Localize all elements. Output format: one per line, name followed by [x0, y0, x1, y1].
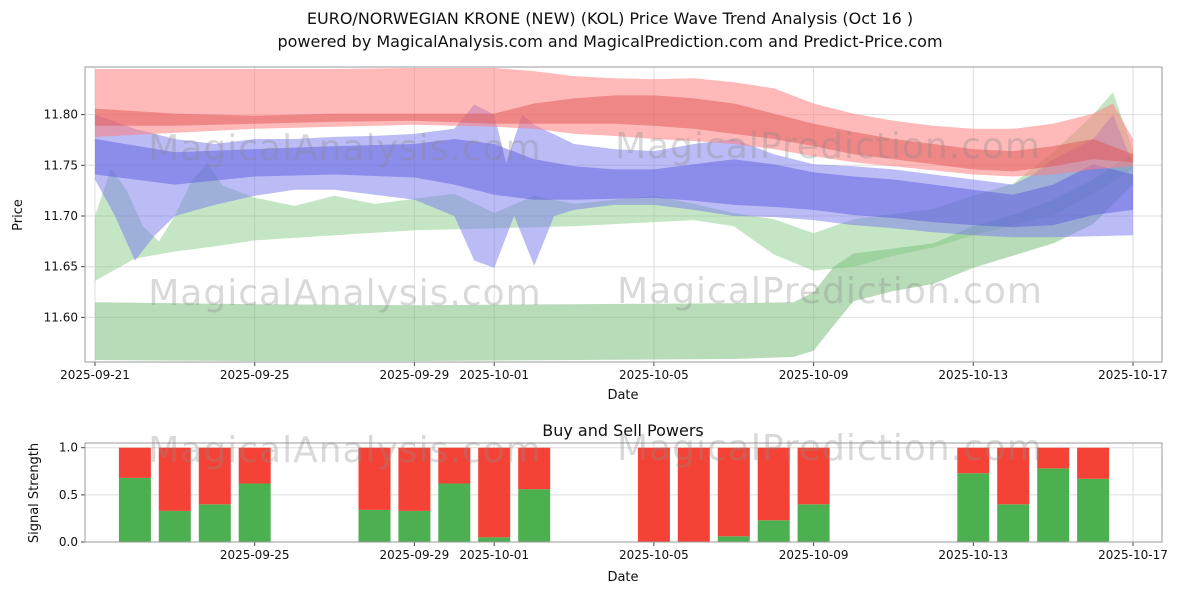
price-y-tick-label: 11.80 — [44, 108, 78, 122]
bar-buy-2025-09-25 — [238, 483, 271, 542]
power-x-tick-label: 2025-10-17 — [1098, 548, 1168, 562]
watermark-prediction-3: MagicalPrediction.com — [617, 428, 1043, 469]
price-y-axis-label: Price — [11, 199, 26, 231]
bar-sell-2025-10-01 — [478, 447, 511, 538]
power-y-axis-label: Signal Strength — [27, 443, 42, 543]
band-blue-inner — [95, 139, 1133, 228]
price-x-tick-label: 2025-10-17 — [1098, 368, 1168, 382]
price-x-tick-label: 2025-09-25 — [220, 368, 290, 382]
price-x-tick-label: 2025-10-13 — [938, 368, 1008, 382]
bar-sell-2025-10-16 — [1077, 447, 1110, 479]
bar-sell-2025-09-23 — [158, 447, 191, 511]
bar-sell-2025-09-22 — [118, 447, 151, 478]
power-x-tick-label: 2025-10-09 — [779, 548, 849, 562]
bar-sell-2025-09-30 — [438, 447, 471, 484]
price-y-tick-label: 11.75 — [44, 158, 78, 172]
watermark-analysis-1: MagicalAnalysis.com — [148, 128, 541, 169]
power-x-tick-label: 2025-09-25 — [220, 548, 290, 562]
power-y-tick-label: 0.0 — [59, 535, 78, 549]
power-x-tick-label: 2025-10-13 — [938, 548, 1008, 562]
price-x-tick-label: 2025-09-21 — [60, 368, 130, 382]
band-red-inner — [95, 95, 1133, 172]
price-x-axis-label: Date — [607, 388, 638, 403]
bar-sell-2025-10-09 — [797, 447, 830, 505]
bar-sell-2025-10-02 — [518, 447, 551, 490]
bar-buy-2025-10-16 — [1077, 478, 1110, 542]
bar-sell-2025-10-15 — [1037, 447, 1070, 469]
bar-sell-2025-09-29 — [398, 447, 431, 511]
bar-sell-2025-10-13 — [957, 447, 990, 474]
price-plot-border — [84, 66, 1163, 363]
bar-buy-2025-10-13 — [957, 473, 990, 542]
bar-sell-2025-10-14 — [997, 447, 1030, 505]
chart-title-line1: EURO/NORWEGIAN KRONE (NEW) (KOL) Price W… — [307, 9, 913, 28]
power-y-tick-label: 1.0 — [59, 441, 78, 455]
bar-buy-2025-09-24 — [198, 504, 231, 542]
watermark-analysis-3: MagicalAnalysis.com — [148, 430, 541, 471]
bar-buy-2025-09-23 — [158, 510, 191, 542]
bar-sell-2025-10-08 — [757, 447, 790, 521]
power-x-axis-label: Date — [607, 570, 638, 585]
buy-sell-powers-chart: 2025-09-25 2025-09-29 2025-10-01 2025-10-05… — [59, 441, 1168, 562]
bar-sell-2025-10-05 — [637, 447, 670, 542]
price-y-tick-label: 11.60 — [44, 310, 78, 324]
bar-buy-2025-09-29 — [398, 510, 431, 542]
bar-buy-2025-10-09 — [797, 504, 830, 542]
band-green-flat — [95, 153, 1133, 361]
bar-sell-2025-09-25 — [238, 447, 271, 484]
price-x-tick-label: 2025-10-09 — [779, 368, 849, 382]
power-x-tick-label: 2025-10-01 — [459, 548, 529, 562]
price-y-tick-label: 11.65 — [44, 260, 78, 274]
price-wave-chart: 2025-09-21 2025-09-25 2025-09-29 2025-10-01… — [44, 66, 1168, 382]
band-blue-outer — [95, 104, 1133, 268]
price-x-tick-label: 2025-10-01 — [459, 368, 529, 382]
power-x-tick-label: 2025-10-05 — [619, 548, 689, 562]
bar-buy-2025-10-01 — [478, 537, 511, 542]
bar-sell-2025-09-28 — [358, 447, 391, 510]
band-green-wave — [95, 92, 1133, 281]
bar-buy-2025-09-22 — [118, 477, 151, 542]
bar-buy-2025-09-30 — [438, 483, 471, 542]
chart-title-line2: powered by MagicalAnalysis.com and Magic… — [277, 32, 942, 51]
watermark-prediction-1: MagicalPrediction.com — [615, 126, 1041, 167]
bar-sell-2025-10-07 — [717, 447, 750, 537]
watermark-analysis-2: MagicalAnalysis.com — [148, 273, 541, 314]
price-x-tick-label: 2025-10-05 — [619, 368, 689, 382]
power-y-tick-label: 0.5 — [59, 488, 78, 502]
bar-sell-2025-09-24 — [198, 447, 231, 505]
power-x-tick-label: 2025-09-29 — [380, 548, 450, 562]
bar-buy-2025-09-28 — [358, 509, 391, 542]
bar-buy-2025-10-07 — [717, 536, 750, 542]
watermark-prediction-2: MagicalPrediction.com — [617, 271, 1043, 312]
bar-buy-2025-10-02 — [518, 489, 551, 542]
bar-buy-2025-10-15 — [1037, 468, 1070, 542]
power-chart-title: Buy and Sell Powers — [542, 421, 704, 440]
price-x-tick-label: 2025-09-29 — [380, 368, 450, 382]
price-y-tick-label: 11.70 — [44, 209, 78, 223]
bar-sell-2025-10-06 — [677, 447, 710, 542]
bar-buy-2025-10-08 — [757, 520, 790, 542]
power-plot-border — [84, 442, 1163, 543]
bar-buy-2025-10-14 — [997, 504, 1030, 542]
